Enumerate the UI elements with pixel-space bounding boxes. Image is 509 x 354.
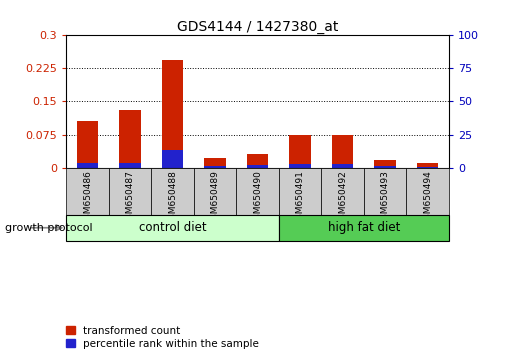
Bar: [77, 121, 98, 167]
Legend: transformed count, percentile rank within the sample: transformed count, percentile rank withi…: [66, 326, 259, 349]
Bar: [278, 167, 321, 215]
Bar: [331, 164, 352, 167]
Bar: [416, 163, 437, 167]
Text: GSM650489: GSM650489: [210, 170, 219, 225]
Bar: [66, 215, 278, 241]
Bar: [246, 154, 268, 167]
Bar: [289, 135, 310, 167]
Text: GSM650492: GSM650492: [337, 170, 346, 225]
Title: GDS4144 / 1427380_at: GDS4144 / 1427380_at: [177, 21, 337, 34]
Bar: [321, 167, 363, 215]
Text: GSM650487: GSM650487: [125, 170, 134, 225]
Bar: [246, 165, 268, 167]
Bar: [278, 215, 448, 241]
Bar: [119, 110, 140, 167]
Text: GSM650490: GSM650490: [252, 170, 262, 225]
Bar: [331, 135, 352, 167]
Bar: [151, 167, 193, 215]
Text: GSM650486: GSM650486: [83, 170, 92, 225]
Bar: [162, 150, 183, 167]
Text: GSM650493: GSM650493: [380, 170, 389, 225]
Text: growth protocol: growth protocol: [5, 223, 93, 233]
Bar: [289, 164, 310, 167]
Bar: [374, 160, 395, 167]
Text: GSM650491: GSM650491: [295, 170, 304, 225]
Text: GSM650494: GSM650494: [422, 170, 431, 225]
Bar: [236, 167, 278, 215]
Text: high fat diet: high fat diet: [327, 221, 399, 234]
Bar: [77, 163, 98, 167]
Text: GSM650488: GSM650488: [168, 170, 177, 225]
Bar: [204, 158, 225, 167]
Bar: [162, 59, 183, 167]
Text: control diet: control diet: [138, 221, 206, 234]
Bar: [204, 166, 225, 167]
Bar: [374, 166, 395, 167]
Bar: [108, 167, 151, 215]
Bar: [66, 167, 108, 215]
Bar: [193, 167, 236, 215]
Bar: [363, 167, 406, 215]
Bar: [119, 163, 140, 167]
Bar: [406, 167, 448, 215]
